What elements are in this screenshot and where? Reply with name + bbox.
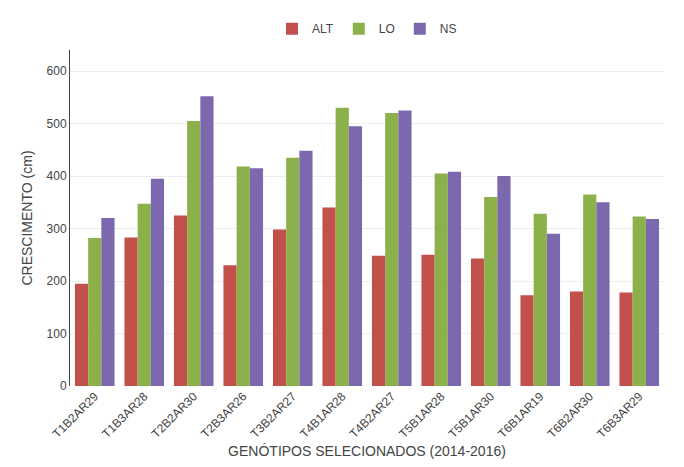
svg-text:500: 500: [47, 117, 67, 131]
svg-text:T6B3AR29: T6B3AR29: [594, 389, 646, 441]
svg-text:T5B1AR28: T5B1AR28: [396, 389, 448, 441]
svg-text:CRESCIMENTO (cm): CRESCIMENTO (cm): [19, 150, 35, 285]
svg-text:T6B1AR19: T6B1AR19: [495, 389, 547, 441]
svg-text:LO: LO: [379, 22, 395, 36]
svg-text:T3B2AR27: T3B2AR27: [248, 389, 300, 441]
svg-text:T2B3AR26: T2B3AR26: [198, 389, 250, 441]
svg-text:T4B1AR28: T4B1AR28: [297, 389, 349, 441]
svg-text:T5B1AR30: T5B1AR30: [446, 389, 498, 441]
svg-text:0: 0: [60, 379, 67, 393]
svg-text:100: 100: [47, 327, 67, 341]
svg-text:600: 600: [47, 64, 67, 78]
svg-text:T1B3AR28: T1B3AR28: [99, 389, 151, 441]
svg-text:NS: NS: [440, 22, 457, 36]
svg-text:T4B2AR27: T4B2AR27: [347, 389, 399, 441]
svg-text:GENÓTIPOS SELECIONADOS (2014-2: GENÓTIPOS SELECIONADOS (2014-2016): [228, 443, 506, 459]
svg-text:200: 200: [47, 274, 67, 288]
svg-text:400: 400: [47, 169, 67, 183]
svg-text:ALT: ALT: [312, 22, 334, 36]
svg-text:300: 300: [47, 222, 67, 236]
svg-text:T1B2AR29: T1B2AR29: [50, 389, 102, 441]
svg-text:T2B2AR30: T2B2AR30: [149, 389, 201, 441]
svg-text:T6B2AR30: T6B2AR30: [545, 389, 597, 441]
